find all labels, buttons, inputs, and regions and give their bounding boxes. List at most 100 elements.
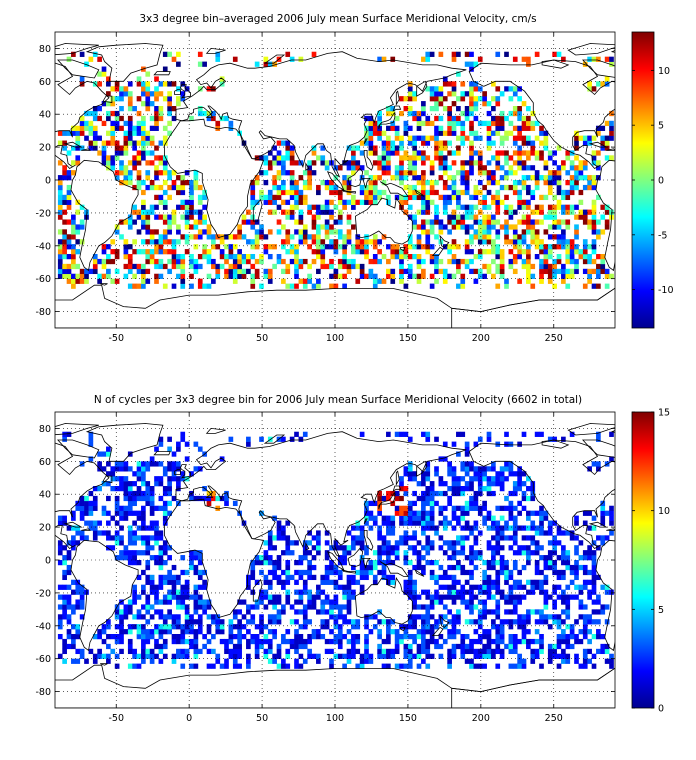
bin-cell: [407, 184, 413, 191]
bin-cell: [596, 273, 601, 279]
bin-cell: [114, 495, 120, 502]
bin-cell: [92, 254, 98, 260]
bin-cell: [215, 629, 221, 635]
bin-cell: [499, 569, 505, 576]
bin-cell: [110, 258, 116, 265]
bin-cell: [543, 180, 549, 186]
bin-cell: [526, 550, 531, 556]
bin-cell: [123, 254, 129, 260]
bin-cell: [582, 624, 588, 630]
bin-cell: [421, 120, 426, 127]
bin-cell: [574, 145, 579, 151]
bin-cell: [407, 500, 413, 507]
bin-cell: [342, 234, 347, 240]
bin-cell: [429, 86, 435, 92]
bin-cell: [591, 219, 597, 225]
bin-cell: [512, 244, 518, 250]
bin-cell: [565, 530, 571, 536]
bin-cell: [333, 599, 339, 605]
bin-cell: [149, 545, 155, 551]
bin-cell: [189, 624, 194, 630]
bin-cell: [324, 569, 330, 576]
bin-cell: [407, 273, 413, 279]
bin-cell: [521, 545, 527, 551]
bin-cell: [162, 624, 168, 630]
bin-cell: [316, 609, 321, 615]
bin-cell: [552, 180, 557, 186]
bin-cell: [377, 194, 382, 201]
bin-cell: [438, 91, 444, 97]
bin-cell: [425, 604, 431, 610]
bin-cell: [75, 658, 81, 664]
bin-cell: [119, 91, 124, 97]
bin-cell: [512, 535, 518, 541]
bin-cell: [526, 619, 531, 625]
bin-cell: [530, 648, 536, 655]
bin-cell: [456, 540, 461, 546]
bin-cell: [421, 175, 426, 181]
bin-cell: [71, 643, 76, 650]
bin-cell: [84, 61, 89, 67]
bin-cell: [442, 165, 448, 171]
bin-cell: [232, 244, 238, 250]
bin-cell: [232, 648, 238, 655]
bin-cell: [57, 130, 63, 136]
bin-cell: [504, 155, 509, 161]
bin-cell: [552, 540, 557, 546]
bin-cell: [149, 525, 155, 531]
bin-cell: [149, 115, 155, 122]
bin-cell: [521, 249, 527, 255]
bin-cell: [289, 643, 295, 650]
bin-cell: [539, 530, 544, 536]
bin-cell: [556, 569, 562, 576]
bin-cell: [447, 574, 452, 581]
bin-cell: [451, 471, 457, 477]
bin-cell: [504, 184, 509, 191]
bin-cell: [381, 653, 387, 659]
bin-cell: [587, 135, 592, 141]
bin-cell: [421, 634, 426, 640]
bin-cell: [425, 545, 431, 551]
bin-cell: [127, 81, 133, 87]
bin-cell: [101, 629, 107, 635]
bin-cell: [162, 594, 168, 600]
bin-cell: [429, 604, 435, 610]
bin-cell: [473, 61, 479, 67]
bin-cell: [372, 273, 378, 279]
bin-cell: [79, 130, 85, 136]
bin-cell: [381, 535, 387, 541]
bin-cell: [578, 614, 584, 620]
bin-cell: [127, 486, 133, 492]
x-tick-label: 0: [186, 713, 192, 724]
bin-cell: [504, 609, 509, 615]
bin-cell: [600, 268, 606, 275]
bin-cell: [491, 461, 496, 467]
bin-cell: [171, 180, 177, 186]
bin-cell: [123, 466, 129, 472]
bin-cell: [394, 505, 400, 511]
bin-cell: [342, 653, 347, 659]
bin-cell: [534, 239, 540, 245]
bin-cell: [167, 81, 172, 87]
coastline: [179, 464, 191, 479]
bin-cell: [390, 500, 396, 507]
bin-cell: [351, 244, 356, 250]
bin-cell: [136, 155, 142, 161]
bin-cell: [114, 115, 120, 122]
bin-cell: [521, 629, 527, 635]
bin-cell: [263, 540, 269, 546]
bin-cell: [429, 599, 435, 605]
bin-cell: [442, 515, 448, 521]
bin-cell: [521, 180, 527, 186]
bin-cell: [149, 249, 155, 255]
bin-cell: [62, 219, 67, 225]
bin-cell: [425, 500, 431, 507]
bin-cell: [591, 599, 597, 605]
bin-cell: [294, 599, 299, 605]
bin-cell: [333, 244, 339, 250]
bin-cell: [526, 224, 531, 230]
bin-cell: [473, 584, 479, 590]
bin-cell: [469, 204, 474, 210]
bin-cell: [578, 589, 584, 595]
bin-cell: [149, 520, 155, 526]
